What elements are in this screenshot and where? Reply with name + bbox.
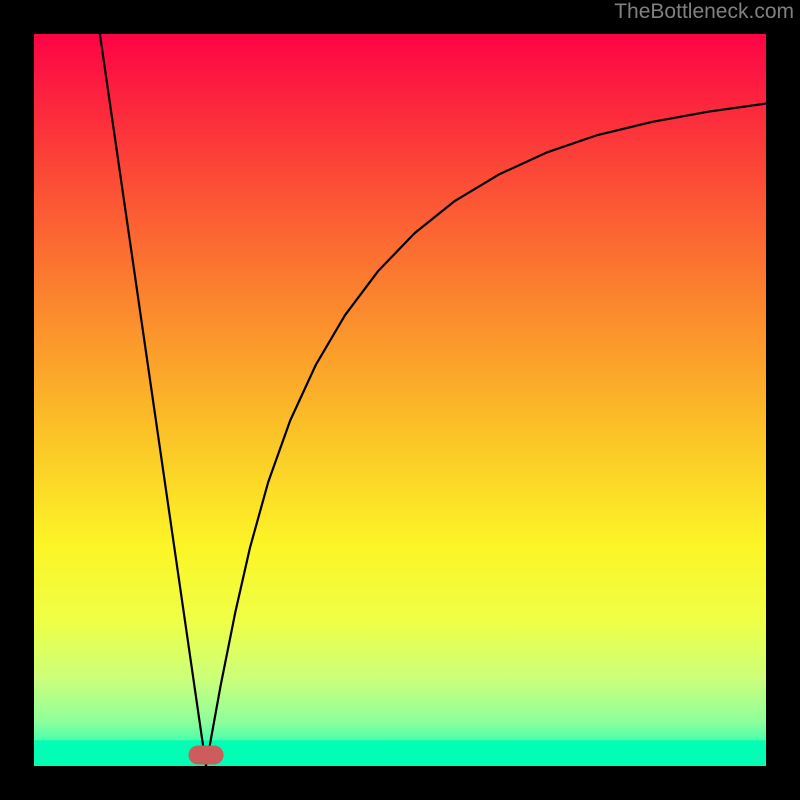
optimum-marker xyxy=(188,746,223,765)
chart-container: TheBottleneck.com xyxy=(0,0,800,800)
plot-svg xyxy=(0,0,800,800)
plot-background xyxy=(34,34,766,766)
green-band xyxy=(34,740,766,766)
